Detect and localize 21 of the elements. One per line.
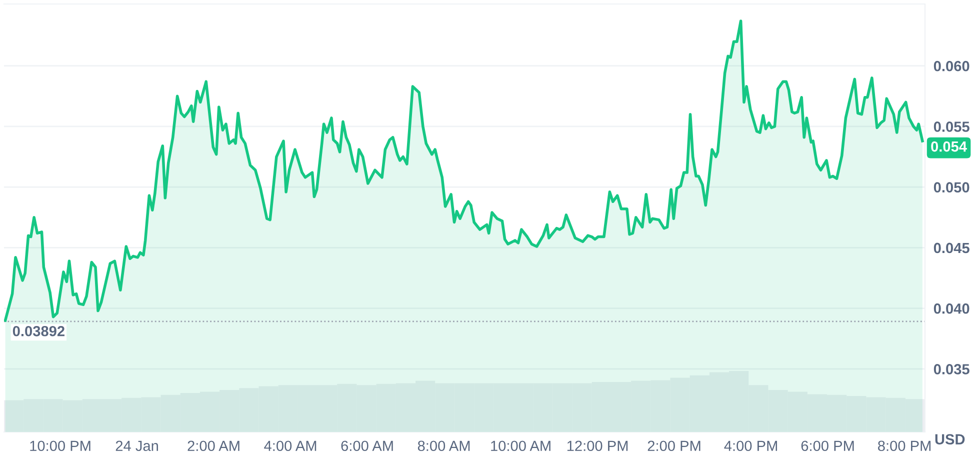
y-tick-label: 0.055 [934,122,970,132]
y-tick-label: 0.045 [934,242,970,254]
x-tick-label: 6:00 AM [341,440,393,452]
x-tick-label: 10:00 AM [491,440,550,452]
text: 0.054 [931,141,967,152]
x-tick-label: 10:00 PM [30,440,90,452]
x-tick-label: 4:00 AM [264,440,316,452]
x-tick-label: 2:00 AM [188,440,240,452]
ref-line-label: 0.03892 [12,326,64,336]
x-tick-label: 8:00 PM [878,440,930,452]
y-tick-label: 0.035 [934,364,970,374]
y-axis-title: USD [935,434,965,444]
y-tick-label: 0.050 [934,182,970,193]
x-tick-label: 8:00 AM [418,440,470,452]
y-tick-label: 0.060 [934,60,970,72]
x-tick-label: 2:00 PM [648,440,700,452]
x-tick-label: 6:00 PM [801,440,854,452]
x-tick-label: 24 Jan [116,440,158,452]
y-tick-label: 0.040 [934,303,970,314]
x-tick-label: 12:00 PM [567,440,628,452]
x-tick-label: 4:00 PM [724,440,777,452]
